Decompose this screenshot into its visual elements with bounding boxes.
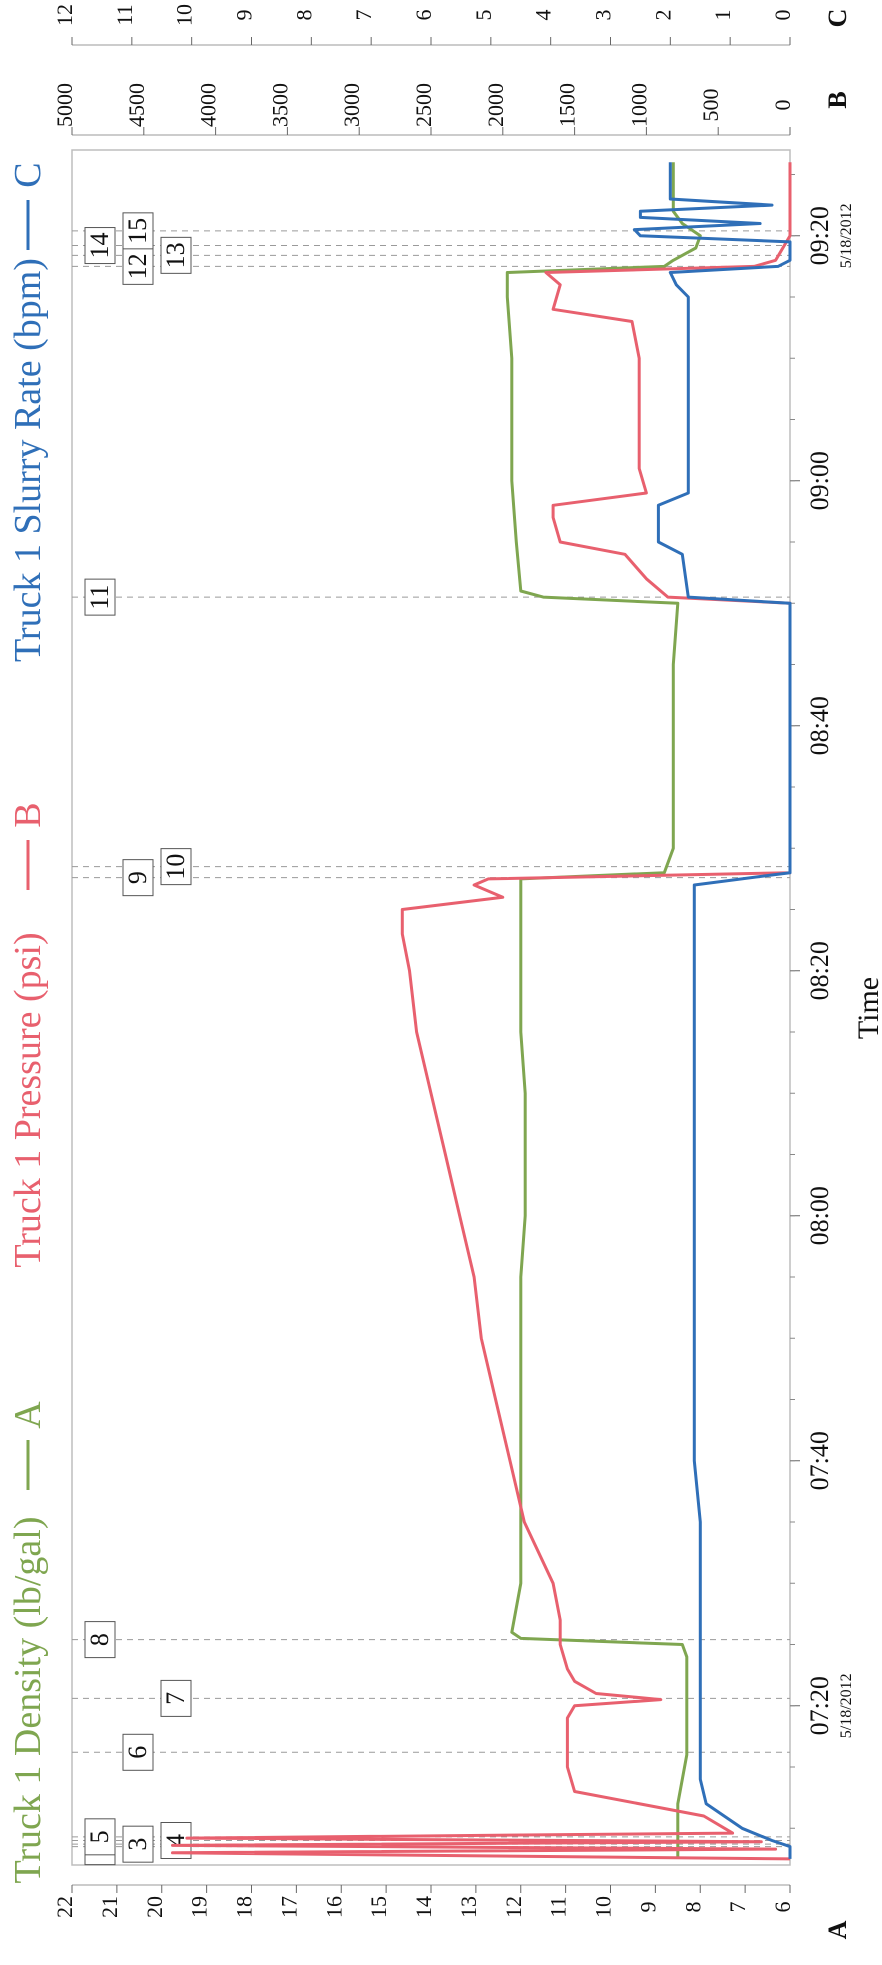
axis-tick-label-a: 21 (97, 1896, 122, 1918)
axis-tick-label-a: 15 (366, 1896, 391, 1918)
plot-frame (71, 149, 791, 1866)
series-line-b (171, 162, 792, 1861)
axis-tick-label-a: 22 (52, 1896, 77, 1918)
legend: Truck 1 Density (lb/gal) A Truck 1 Pressur… (7, 162, 49, 1883)
event-label-12: 12 (123, 253, 152, 279)
event-box-5 (84, 1818, 116, 1856)
time-tick-label: 07:20 (805, 1676, 834, 1735)
axis-tick-label-a: 8 (680, 1902, 705, 1913)
event-box-13 (160, 236, 192, 274)
event-label-6: 6 (123, 1746, 152, 1759)
event-box-15 (122, 212, 154, 250)
axis-tick-label-b: 4500 (124, 83, 149, 127)
event-label-7: 7 (161, 1692, 190, 1705)
axis-tick-label-c: 4 (531, 10, 556, 21)
axis-tick-label-b: 2500 (411, 83, 436, 127)
legend-letter-b: B (7, 802, 49, 827)
axis-tick-label-a: 13 (456, 1896, 481, 1918)
axis-tick-label-a: 19 (187, 1896, 212, 1918)
axis-tick-label-c: 11 (112, 4, 137, 25)
legend-letter-a: A (7, 1401, 49, 1429)
axis-tick-label-a: 18 (232, 1896, 257, 1918)
axis-tick-label-a: 7 (725, 1902, 750, 1913)
axis-tick-label-b: 3000 (339, 83, 364, 127)
legend-letter-c: C (7, 162, 49, 187)
event-markers: 23456789101112131415 (84, 212, 192, 1866)
event-box-6 (122, 1733, 154, 1771)
axis-tick-label-a: 14 (411, 1896, 436, 1918)
axis-tick-label-a: 11 (546, 1896, 571, 1917)
time-tick-label: 08:40 (805, 696, 834, 755)
event-box-10 (160, 848, 192, 886)
axis-tick-label-a: 9 (635, 1902, 660, 1913)
axis-tick-label-c: 12 (52, 4, 77, 26)
grid-layer (72, 230, 790, 1848)
legend-label-a: Truck 1 Density (lb/gal) (7, 1517, 49, 1884)
time-tick-date: 5/18/2012 (838, 1673, 855, 1738)
event-box-7 (160, 1679, 192, 1717)
axis-tick-label-a: 12 (501, 1896, 526, 1918)
axis-tick-label-b: 500 (698, 89, 723, 122)
event-box-11 (84, 578, 116, 616)
axis-tick-label-a: 17 (276, 1896, 301, 1918)
event-label-10: 10 (161, 854, 190, 880)
axis-tick-label-c: 2 (650, 10, 675, 21)
event-box-8 (84, 1621, 116, 1659)
axis-tick-label-c: 9 (232, 10, 257, 21)
event-label-9: 9 (123, 871, 152, 884)
time-tick-date: 5/18/2012 (838, 203, 855, 268)
axis-tick-label-a: 10 (591, 1896, 616, 1918)
axis-tick-label-c: 8 (291, 10, 316, 21)
event-label-8: 8 (85, 1633, 114, 1646)
legend-label-b: Truck 1 Pressure (psi) (7, 932, 49, 1267)
axis-tick-label-c: 7 (351, 10, 376, 21)
axis-tick-label-c: 0 (770, 10, 795, 21)
time-tick-label: 09:00 (805, 451, 834, 510)
event-label-3: 3 (123, 1838, 152, 1851)
axis-tick-label-b: 5000 (52, 83, 77, 127)
axis-tick-label-a: 20 (142, 1896, 167, 1918)
axis-tick-label-c: 6 (411, 10, 436, 21)
event-label-14: 14 (85, 233, 114, 259)
event-label-5: 5 (85, 1830, 114, 1843)
event-label-13: 13 (161, 242, 190, 268)
event-label-15: 15 (123, 218, 152, 244)
axis-tick-label-c: 5 (471, 10, 496, 21)
event-box-12 (122, 247, 154, 285)
time-tick-label: 08:20 (805, 941, 834, 1000)
time-axis-title: Time (852, 977, 882, 1039)
series-line-a (505, 162, 702, 1859)
axis-tick-label-b: 1000 (626, 83, 651, 127)
axis-layer: A678910111213141516171819202122B05001000… (52, 4, 882, 1939)
series-line-c (632, 162, 792, 1859)
event-box-14 (84, 227, 116, 265)
time-tick-label: 07:40 (805, 1431, 834, 1490)
event-box-3 (122, 1825, 154, 1863)
axis-tick-label-c: 1 (710, 10, 735, 21)
event-label-11: 11 (85, 585, 114, 610)
axis-letter-c: C (823, 9, 852, 28)
axis-tick-label-a: 6 (770, 1902, 795, 1913)
event-box-9 (122, 859, 154, 897)
axis-tick-label-b: 3500 (267, 83, 292, 127)
axis-tick-label-b: 2000 (483, 83, 508, 127)
series-layer (171, 162, 792, 1861)
event-label-4: 4 (161, 1834, 190, 1847)
axis-tick-label-b: 0 (770, 100, 795, 111)
axis-tick-label-a: 16 (321, 1896, 346, 1918)
axis-tick-label-c: 10 (172, 4, 197, 26)
axis-letter-b: B (823, 91, 852, 108)
axis-tick-label-c: 3 (591, 10, 616, 21)
legend-label-c: Truck 1 Slurry Rate (bpm) (7, 258, 49, 662)
axis-tick-label-b: 1500 (555, 83, 580, 127)
axis-tick-label-b: 4000 (196, 83, 221, 127)
time-tick-label: 09:20 (805, 206, 834, 265)
axis-letter-a: A (823, 1920, 852, 1939)
time-tick-label: 08:00 (805, 1186, 834, 1245)
